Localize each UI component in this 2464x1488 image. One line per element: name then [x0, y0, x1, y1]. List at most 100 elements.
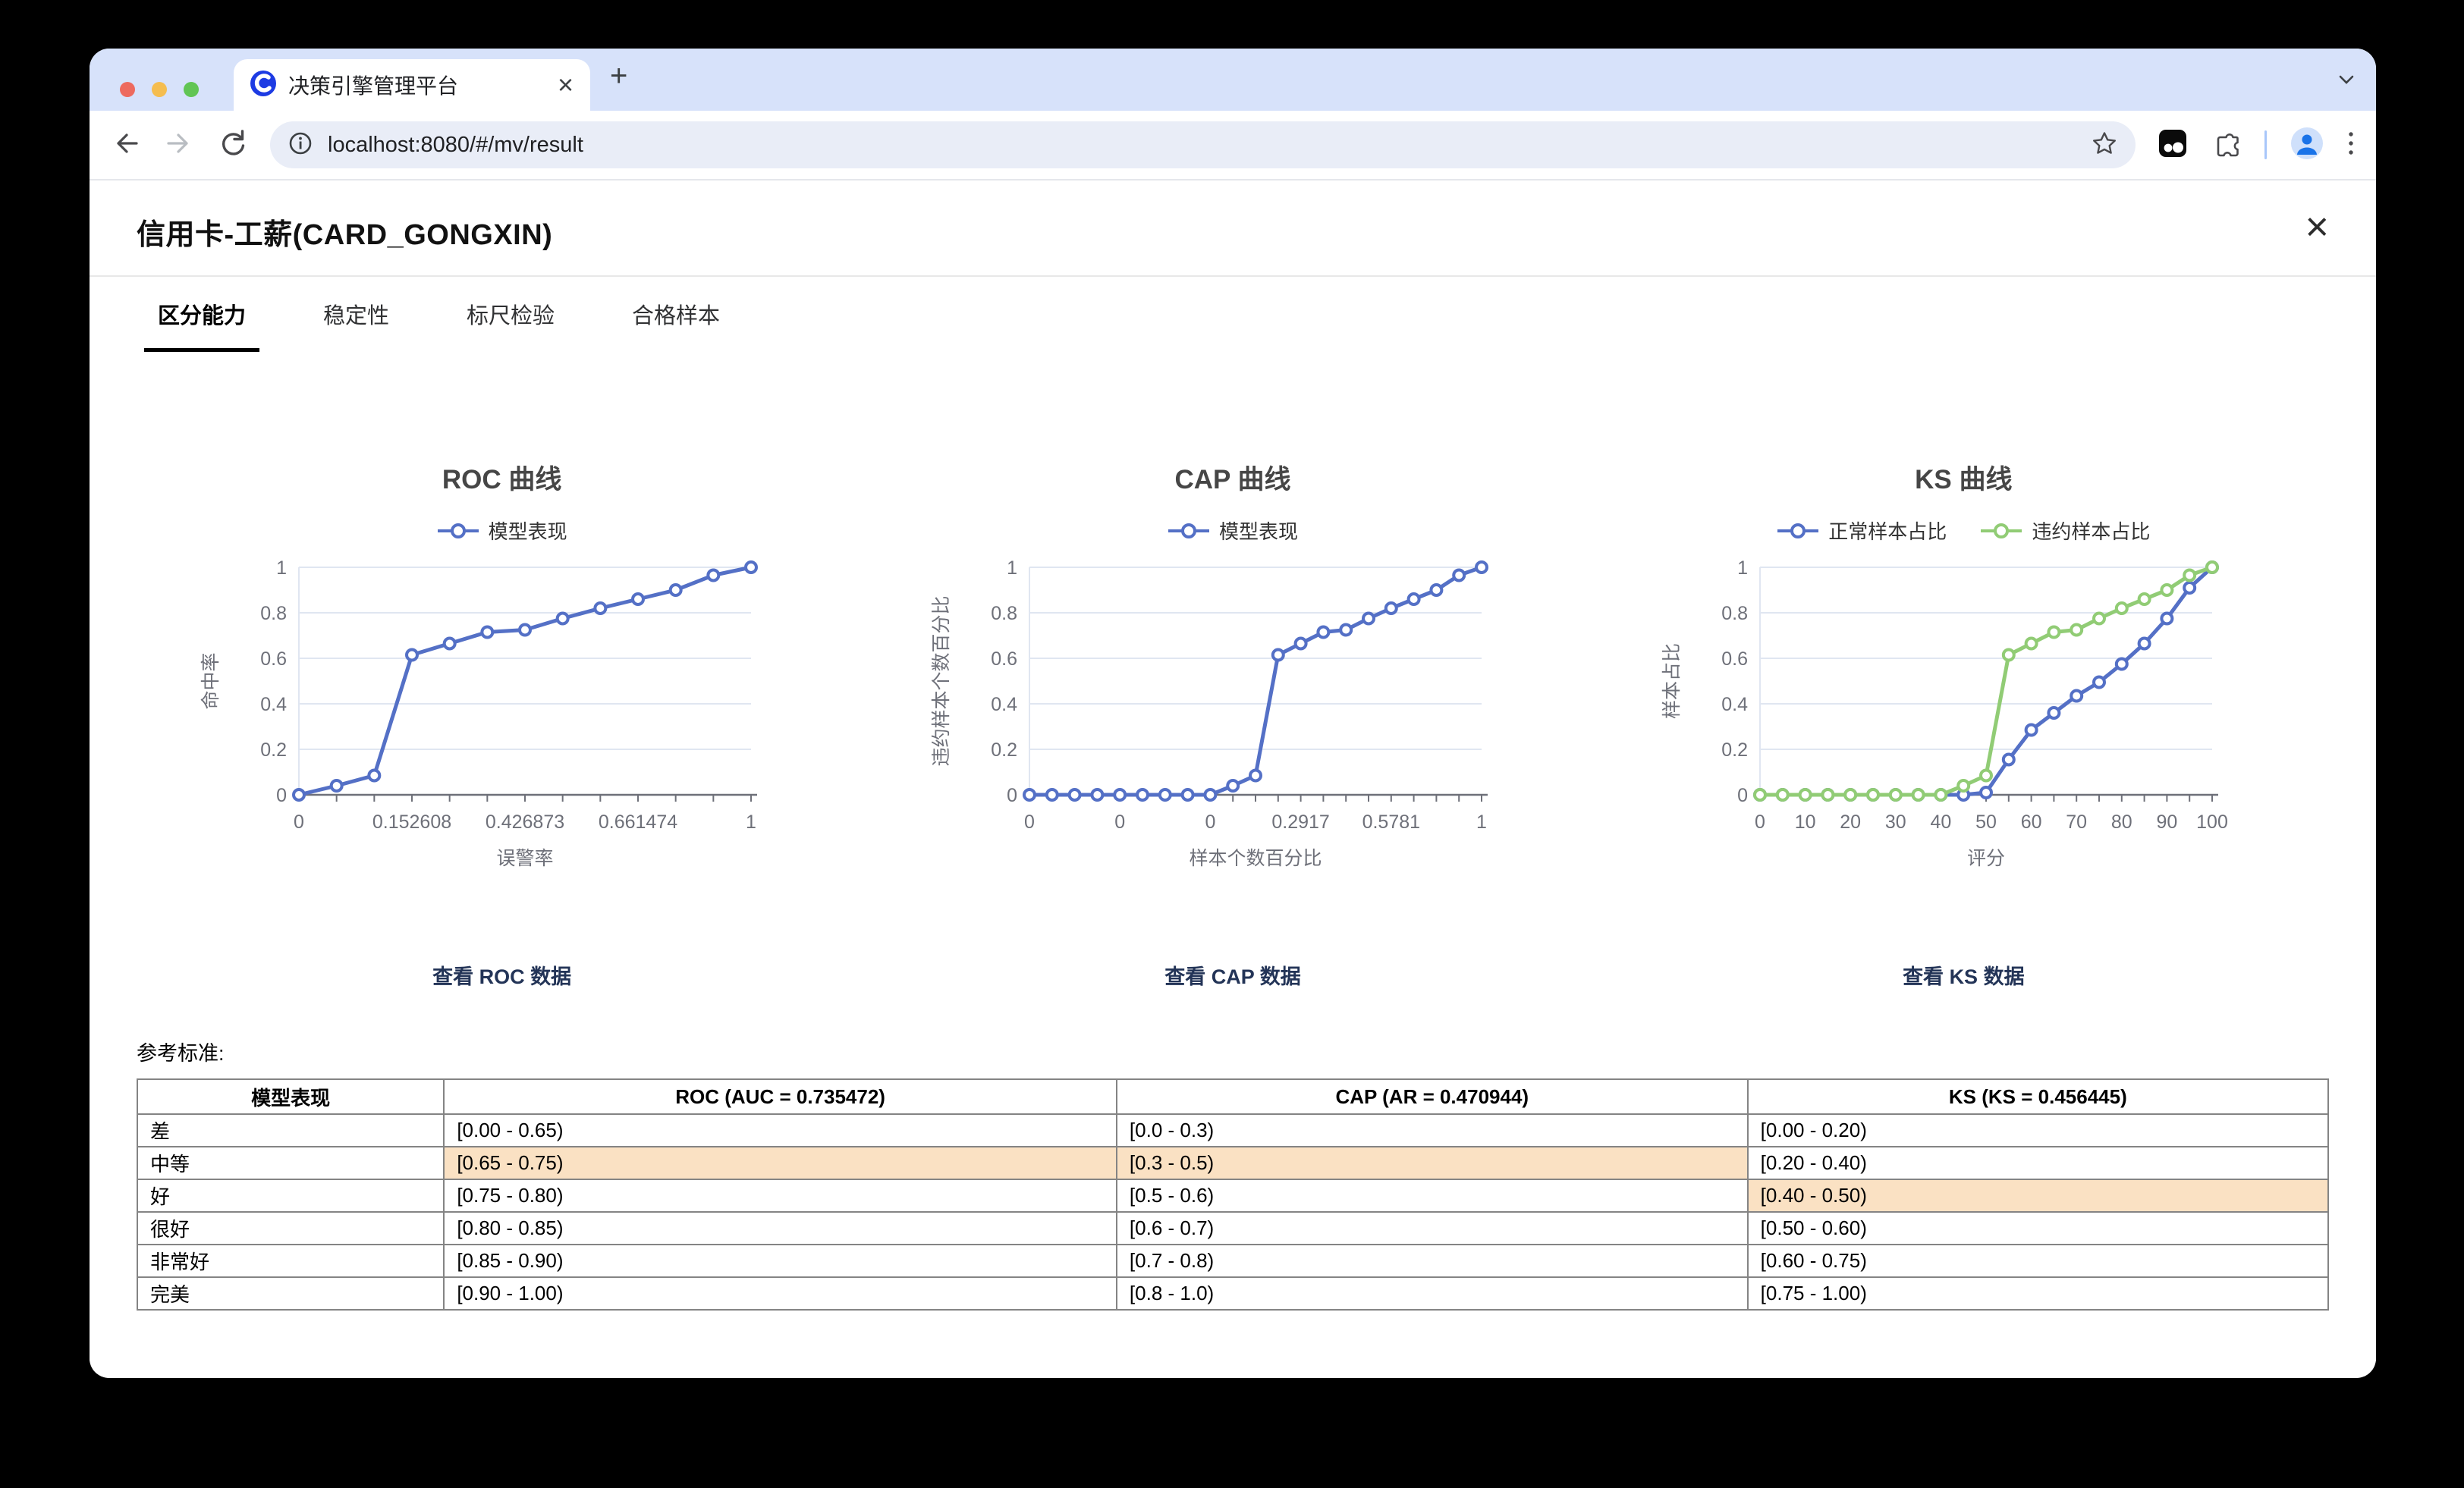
table-cell: 完美 — [136, 1276, 445, 1311]
chart-title: KS 曲线 — [1915, 465, 2013, 494]
legend-item[interactable]: 违约样本占比 — [1980, 516, 2150, 545]
svg-text:60: 60 — [2021, 811, 2042, 833]
svg-text:0: 0 — [1114, 811, 1125, 833]
svg-text:命中率: 命中率 — [200, 652, 222, 709]
reference-table-head: 模型表现 ROC (AUC = 0.735472) CAP (AR = 0.4709… — [136, 1078, 2330, 1115]
svg-text:0: 0 — [1737, 785, 1748, 806]
table-cell: [0.80 - 0.85) — [443, 1211, 1117, 1245]
table-header-cell: CAP (AR = 0.470944) — [1115, 1078, 1749, 1115]
svg-text:10: 10 — [1795, 811, 1816, 833]
url-bar[interactable]: localhost:8080/#/mv/result — [270, 121, 2136, 168]
chart-legend: 正常样本占比 违约样本占比 — [1777, 516, 2150, 545]
extensions-puzzle-icon[interactable] — [2211, 129, 2240, 162]
tab-scale-test[interactable]: 标尺检验 — [467, 304, 555, 328]
table-cell: [0.0 - 0.3) — [1115, 1113, 1749, 1147]
tab-stability[interactable]: 稳定性 — [323, 304, 390, 328]
reference-table: 模型表现 ROC (AUC = 0.735472) CAP (AR = 0.4709… — [136, 1078, 2330, 1311]
svg-text:50: 50 — [1975, 811, 1997, 833]
zoom-window-button[interactable] — [184, 82, 199, 97]
svg-text:20: 20 — [1840, 811, 1862, 833]
table-cell: 好 — [136, 1179, 445, 1213]
url-text[interactable]: localhost:8080/#/mv/result — [328, 132, 583, 157]
svg-text:0.426873: 0.426873 — [486, 811, 564, 833]
svg-text:0: 0 — [1007, 785, 1017, 806]
adblock-extension-icon[interactable] — [2158, 129, 2187, 162]
table-row: 差 [0.00 - 0.65) [0.0 - 0.3) [0.00 - 0.20) — [136, 1113, 2330, 1147]
legend-label: 模型表现 — [1218, 520, 1298, 543]
svg-text:0.152608: 0.152608 — [372, 811, 451, 833]
view-cap-data-link[interactable]: 查看 CAP 数据 — [1164, 965, 1301, 988]
table-cell: [0.7 - 0.8) — [1115, 1244, 1749, 1278]
toolbar-extensions — [2158, 127, 2355, 163]
svg-text:0.2: 0.2 — [991, 739, 1017, 761]
svg-text:100: 100 — [2196, 811, 2228, 833]
window-controls — [120, 82, 199, 97]
page-title: 信用卡-工薪(CARD_GONGXIN) — [137, 219, 553, 251]
table-cell: 中等 — [136, 1146, 445, 1180]
legend-item[interactable]: 正常样本占比 — [1777, 516, 1947, 545]
table-cell: 很好 — [136, 1211, 445, 1245]
legend-item[interactable]: 模型表现 — [1168, 516, 1298, 545]
svg-text:0: 0 — [1205, 811, 1215, 833]
tab-discrimination[interactable]: 区分能力 — [144, 298, 260, 352]
view-roc-data-link[interactable]: 查看 ROC 数据 — [432, 965, 572, 988]
svg-text:样本个数百分比: 样本个数百分比 — [1189, 848, 1322, 869]
site-info-icon[interactable] — [288, 131, 313, 159]
legend-marker-icon — [1777, 523, 1819, 538]
chart-title: CAP 曲线 — [1174, 465, 1291, 494]
reference-standard-label: 参考标准: — [137, 1042, 225, 1065]
back-icon[interactable] — [111, 128, 141, 162]
table-row: 好 [0.75 - 0.80) [0.5 - 0.6) [0.40 - 0.50) — [136, 1179, 2330, 1213]
svg-text:评分: 评分 — [1967, 848, 2005, 869]
legend-label: 模型表现 — [488, 520, 567, 543]
new-tab-button[interactable]: + — [610, 59, 628, 93]
table-cell: [0.00 - 0.20) — [1746, 1113, 2330, 1147]
chart-legend: 模型表现 — [1168, 516, 1298, 545]
table-row: 中等 [0.65 - 0.75) [0.3 - 0.5) [0.20 - 0.40) — [136, 1146, 2330, 1180]
svg-text:0.4: 0.4 — [991, 694, 1017, 715]
svg-text:0: 0 — [1755, 811, 1765, 833]
svg-text:0: 0 — [294, 811, 304, 833]
svg-text:40: 40 — [1931, 811, 1952, 833]
title-divider — [90, 275, 2376, 277]
svg-text:误警率: 误警率 — [496, 848, 553, 869]
profile-avatar[interactable] — [2291, 127, 2323, 163]
minimize-window-button[interactable] — [152, 82, 167, 97]
favicon — [250, 70, 276, 100]
chart-legend: 模型表现 — [437, 516, 567, 545]
table-row: 非常好 [0.85 - 0.90) [0.7 - 0.8) [0.60 - 0.75) — [136, 1244, 2330, 1278]
table-cell: [0.65 - 0.75) — [443, 1146, 1117, 1180]
bookmark-star-icon[interactable] — [2081, 130, 2128, 160]
chevron-down-icon[interactable] — [2338, 74, 2355, 89]
view-ks-data-link[interactable]: 查看 KS 数据 — [1903, 965, 2025, 988]
svg-text:0.6: 0.6 — [991, 648, 1017, 670]
browser-menu-icon[interactable] — [2347, 128, 2355, 162]
table-cell: [0.40 - 0.50) — [1746, 1179, 2330, 1213]
svg-text:0.2: 0.2 — [1722, 739, 1749, 761]
browser-tab[interactable]: 决策引擎管理平台 × — [234, 59, 590, 111]
ks-chart: KS 曲线 正常样本占比 违约样本占比 0 0.2 0.4 0.6 0.8 1 样本占比 0 10 20… — [1598, 458, 2329, 871]
browser-window: 决策引擎管理平台 × + localhost:8080/#/mv/result — [90, 49, 2376, 1378]
svg-text:0.4: 0.4 — [1722, 694, 1749, 715]
svg-text:0: 0 — [1024, 811, 1035, 833]
forward-icon[interactable] — [164, 128, 194, 162]
table-row: 很好 [0.80 - 0.85) [0.6 - 0.7) [0.50 - 0.60) — [136, 1211, 2330, 1245]
table-cell: [0.85 - 0.90) — [443, 1244, 1117, 1278]
svg-text:90: 90 — [2157, 811, 2178, 833]
table-cell: [0.3 - 0.5) — [1115, 1146, 1749, 1180]
legend-marker-icon — [1981, 523, 2022, 538]
close-window-button[interactable] — [120, 82, 135, 97]
legend-marker-icon — [437, 523, 479, 538]
tab-qualified-samples[interactable]: 合格样本 — [632, 304, 721, 328]
svg-text:70: 70 — [2066, 811, 2088, 833]
table-cell: [0.90 - 1.00) — [443, 1276, 1117, 1311]
svg-text:1: 1 — [1737, 557, 1748, 579]
toolbar-separator — [2264, 130, 2267, 159]
reload-icon[interactable] — [217, 128, 247, 162]
table-header-cell: ROC (AUC = 0.735472) — [443, 1078, 1117, 1115]
charts-row: ROC 曲线 模型表现 0 0.2 0.4 0.6 0.8 1 命中率 0 0.152608 0.42… — [137, 458, 2329, 871]
legend-item[interactable]: 模型表现 — [437, 516, 567, 545]
close-icon[interactable]: × — [2305, 204, 2329, 250]
close-tab-icon[interactable]: × — [557, 69, 574, 100]
svg-text:0.2917: 0.2917 — [1271, 811, 1329, 833]
